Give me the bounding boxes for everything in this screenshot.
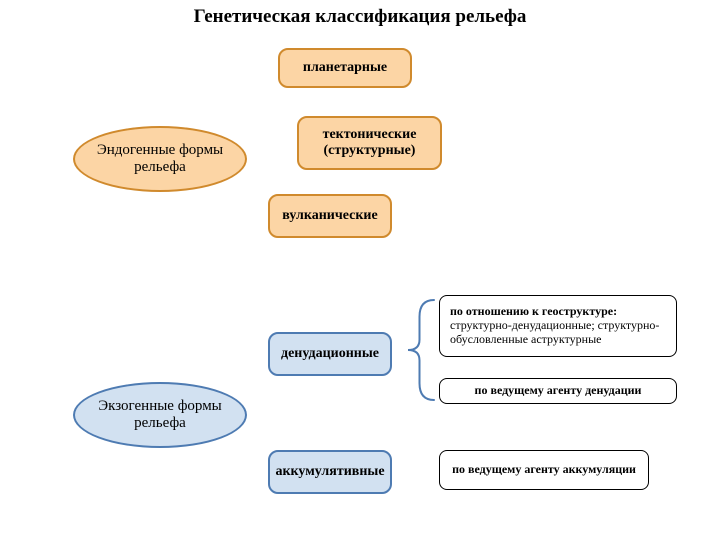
pill-geostructure-text: по отношению к геоструктуре: структурно-…: [450, 305, 666, 346]
pill-geostructure-lines: структурно-денудационные; структурно-обу…: [450, 318, 659, 346]
ellipse-endogenous-label: Эндогенные формы рельефа: [75, 142, 245, 177]
pill-agent-accumulation-label: по ведущему агенту аккумуляции: [452, 463, 636, 477]
rect-denudation-label: денудационные: [281, 346, 379, 362]
rect-planetary-label: планетарные: [303, 60, 387, 76]
ellipse-exogenous-label: Экзогенные формы рельефа: [75, 398, 245, 433]
rect-volcanic-label: вулканические: [282, 208, 377, 224]
rect-volcanic: вулканические: [268, 194, 392, 238]
rect-tectonic: тектонические (структурные): [297, 116, 442, 170]
pill-agent-accumulation: по ведущему агенту аккумуляции: [439, 450, 649, 490]
rect-denudation: денудационные: [268, 332, 392, 376]
ellipse-endogenous: Эндогенные формы рельефа: [73, 126, 247, 192]
ellipse-exogenous: Экзогенные формы рельефа: [73, 382, 247, 448]
diagram-title: Генетическая классификация рельефа: [0, 6, 720, 28]
pill-geostructure: по отношению к геоструктуре: структурно-…: [439, 295, 677, 357]
pill-agent-denudation: по ведущему агенту денудации: [439, 378, 677, 404]
rect-tectonic-label: тектонические (структурные): [305, 127, 434, 159]
rect-accumulative: аккумулятивные: [268, 450, 392, 494]
brace-icon: [406, 298, 436, 402]
pill-agent-denudation-label: по ведущему агенту денудации: [475, 384, 642, 398]
rect-accumulative-label: аккумулятивные: [275, 464, 384, 480]
pill-geostructure-title: по отношению к геоструктуре:: [450, 304, 617, 318]
rect-planetary: планетарные: [278, 48, 412, 88]
